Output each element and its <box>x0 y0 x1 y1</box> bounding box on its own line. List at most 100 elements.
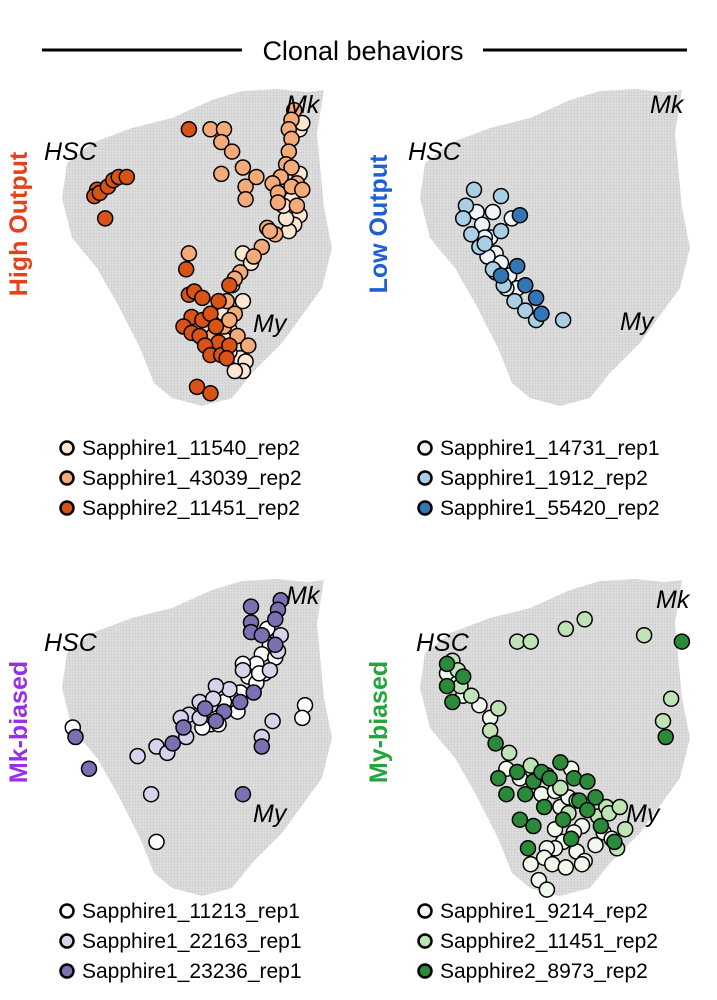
data-point <box>541 770 558 787</box>
data-point <box>218 350 235 367</box>
data-point <box>245 684 262 701</box>
legend-item: Sapphire1_11540_rep2 <box>59 437 300 460</box>
legend-marker <box>59 903 75 919</box>
legend-label: Sapphire1_11213_rep1 <box>82 900 300 923</box>
legend-my-biased: Sapphire1_9214_rep2 Sapphire2_11451_rep2… <box>417 900 658 983</box>
data-point <box>438 677 456 695</box>
data-point <box>465 181 483 199</box>
data-point <box>283 159 300 176</box>
legend-label: Sapphire1_43039_rep2 <box>82 467 302 490</box>
legend-low-output: Sapphire1_14731_rep1 Sapphire1_1912_rep2… <box>417 437 660 520</box>
data-point <box>80 760 98 778</box>
data-point <box>253 738 271 755</box>
region-label-hsc-3: HSC <box>44 629 98 657</box>
data-point <box>213 133 230 151</box>
data-point <box>180 121 198 138</box>
data-point <box>188 378 206 396</box>
data-point <box>508 763 526 781</box>
data-point <box>544 855 561 873</box>
data-point <box>269 194 287 211</box>
legend-marker <box>417 903 433 919</box>
data-point <box>234 292 252 310</box>
data-point <box>202 385 219 402</box>
panel-high-output <box>62 89 332 406</box>
data-point <box>557 620 575 638</box>
legend-item: Sapphire1_1912_rep2 <box>417 467 648 490</box>
legend-marker <box>59 440 75 456</box>
region-label-mk-1: Mk <box>286 91 321 119</box>
data-point <box>96 210 114 227</box>
legend-mk-biased: Sapphire1_11213_rep1 Sapphire1_22163_rep… <box>59 900 302 983</box>
data-point <box>579 773 596 790</box>
data-point <box>606 833 623 851</box>
data-point <box>288 197 306 214</box>
data-point <box>207 318 225 335</box>
legend-label: Sapphire1_23236_rep1 <box>82 960 302 983</box>
legend-marker <box>59 933 75 949</box>
data-point <box>234 785 252 803</box>
data-point <box>267 611 284 628</box>
data-point <box>234 661 252 679</box>
data-point <box>67 728 84 746</box>
scatter-points <box>86 102 311 402</box>
data-point <box>253 626 271 644</box>
data-point <box>438 655 456 673</box>
data-point <box>498 785 515 803</box>
data-point <box>592 817 610 835</box>
data-point <box>662 690 680 708</box>
data-point <box>522 633 539 650</box>
data-point <box>500 744 518 762</box>
data-point <box>506 292 523 310</box>
legend-label: Sapphire2_8973_rep2 <box>440 960 648 983</box>
data-point <box>576 611 593 628</box>
data-point <box>221 681 238 698</box>
legend-marker <box>417 470 433 486</box>
data-point <box>267 636 284 654</box>
data-point <box>508 257 526 275</box>
data-point <box>194 289 211 307</box>
data-point <box>517 785 534 803</box>
data-point <box>517 302 534 319</box>
region-label-my-4: My <box>626 800 661 828</box>
row-label-low-output: Low Output <box>365 154 393 294</box>
region-label-mk-2: Mk <box>650 91 685 119</box>
region-label-my-3: My <box>253 800 288 828</box>
data-point <box>657 728 674 746</box>
data-point <box>261 661 279 679</box>
legend-item: Sapphire2_8973_rep2 <box>417 960 648 983</box>
cell-embedding-cloud <box>420 89 690 406</box>
legend-label: Sapphire1_9214_rep2 <box>440 900 648 923</box>
panel-mk-biased <box>62 579 332 896</box>
data-point <box>454 668 472 685</box>
legend-label: Sapphire1_22163_rep1 <box>82 930 302 953</box>
data-point <box>221 311 238 329</box>
data-point <box>463 687 480 704</box>
data-point <box>226 362 244 380</box>
data-point <box>234 159 252 176</box>
region-label-my-1: My <box>253 310 288 338</box>
region-label-hsc-1: HSC <box>44 138 98 166</box>
data-point <box>264 712 281 730</box>
data-point <box>487 735 504 752</box>
data-point <box>562 830 580 848</box>
data-point <box>129 747 146 765</box>
data-point <box>587 789 604 806</box>
region-label-hsc-4: HSC <box>416 629 470 657</box>
data-point <box>673 633 691 650</box>
data-point <box>552 754 569 771</box>
data-point <box>611 798 629 816</box>
figure-title: Clonal behaviors <box>262 36 463 66</box>
data-point <box>565 770 583 787</box>
data-point <box>177 261 195 278</box>
row-label-my-biased: My-biased <box>365 661 393 783</box>
panel-low-output <box>420 89 690 406</box>
data-point <box>223 143 241 160</box>
data-point <box>261 222 279 240</box>
legend-label: Sapphire2_11451_rep2 <box>82 497 300 520</box>
panel-my-biased <box>420 579 691 898</box>
data-point <box>511 206 529 224</box>
data-point <box>444 693 461 711</box>
data-point <box>525 817 542 835</box>
data-point <box>164 735 181 752</box>
data-point <box>118 168 136 186</box>
